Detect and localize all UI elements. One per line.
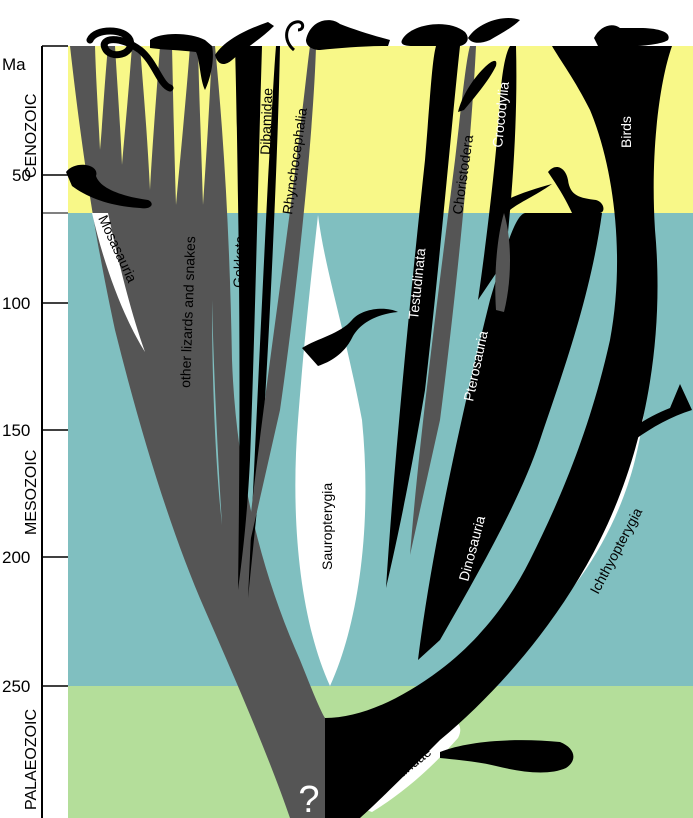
mosasaur-silhouette xyxy=(66,164,152,209)
ichthyosaur-silhouette xyxy=(596,384,692,462)
plesiosaur-silhouette xyxy=(302,308,398,366)
choristodere-silhouette xyxy=(458,60,497,112)
root-question-mark: ? xyxy=(298,779,319,818)
tick-label-100: 100 xyxy=(2,294,30,313)
gekkota-lineage xyxy=(235,46,262,590)
crocodile-silhouette xyxy=(468,18,520,43)
label-dibamidae: Dibamidae xyxy=(257,87,275,155)
tick-label-250: 250 xyxy=(2,677,30,696)
lizard-gap-4 xyxy=(172,46,190,205)
label-testudinata: Testudinata xyxy=(405,247,428,320)
label-crocodylia: Crocodylia xyxy=(489,81,512,149)
mesosaur-silhouette xyxy=(440,740,574,773)
tuatara-silhouette xyxy=(306,20,390,50)
lizard-silhouette xyxy=(150,34,213,90)
snake-silhouette xyxy=(86,27,174,92)
lizard-gap-3 xyxy=(140,46,160,190)
label-sauropterygia: Sauropterygia xyxy=(319,483,335,570)
tick-label-150: 150 xyxy=(2,421,30,440)
mosasauria-lineage xyxy=(92,213,145,352)
pterosauria-lineage xyxy=(495,213,510,312)
tick-label-50: 50 xyxy=(12,166,31,185)
lizard-gap-5 xyxy=(198,46,212,205)
label-gekkota: Gekkota xyxy=(230,235,248,288)
dibamid-silhouette xyxy=(285,20,305,52)
archelosaur-lineage xyxy=(325,46,672,818)
tick-label-200: 200 xyxy=(2,548,30,567)
lizard-gap-1 xyxy=(95,46,108,150)
choristodera-lineage xyxy=(410,46,476,555)
lepidosaur-lineage xyxy=(70,46,325,818)
label-lizards-snakes: other lizards and snakes xyxy=(177,236,198,388)
sauropterygia-lineage xyxy=(295,215,366,686)
dinosauria-lineage xyxy=(418,213,602,660)
pterosaur-silhouette xyxy=(490,184,552,210)
time-axis xyxy=(41,45,68,818)
testudinata-lineage xyxy=(386,46,460,588)
duck-silhouette xyxy=(594,25,669,47)
turtle-silhouette xyxy=(401,24,468,46)
gecko-silhouette xyxy=(215,22,274,65)
era-label-palaeozoic: PALAEOZOIC xyxy=(23,709,40,810)
rhynchocephalia-lineage xyxy=(246,46,316,560)
label-birds: Birds xyxy=(618,116,634,148)
lizard-gap-2 xyxy=(115,46,132,165)
era-label-cenozoic: CENOZOIC xyxy=(23,94,40,178)
dibamidae-lineage xyxy=(248,46,280,598)
era-label-mesozoic: MESOZOIC xyxy=(23,450,40,535)
axis-unit-label: Ma xyxy=(2,55,26,74)
sauropod-silhouette xyxy=(548,166,604,213)
